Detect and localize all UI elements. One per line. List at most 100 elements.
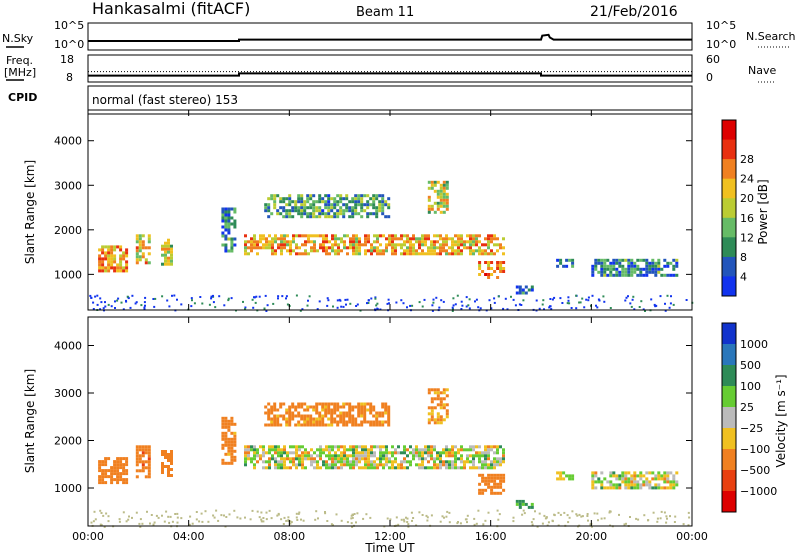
power-echo-cell: [227, 231, 231, 235]
vel-echo-cell: [639, 483, 643, 487]
vel-echo-cell: [672, 474, 676, 478]
power-colorbar-tick: 24: [740, 173, 754, 186]
power-echo-cell: [164, 262, 167, 266]
power-echo-cell: [322, 234, 325, 238]
vel-echo-cell: [387, 411, 391, 415]
power-echo-cell: [286, 243, 289, 247]
power-echo-cell: [451, 252, 454, 256]
vel-clutter-cell: [536, 525, 539, 528]
power-echo-cell: [651, 270, 655, 274]
vel-echo-cell: [403, 466, 406, 470]
vel-clutter-cell: [666, 517, 668, 520]
power-echo-cell: [122, 266, 126, 270]
vel-echo-cell: [233, 434, 237, 438]
vel-clutter-cell: [93, 510, 96, 513]
power-echo-cell: [387, 197, 391, 201]
vel-echo-cell: [135, 454, 139, 458]
date-title: 21/Feb/2016: [590, 4, 678, 20]
power-clutter-cell: [90, 296, 93, 299]
vel-echo-cell: [591, 486, 595, 490]
power-echo-cell: [288, 209, 292, 213]
power-echo-cell: [351, 212, 355, 216]
vel-echo-cell: [107, 457, 111, 461]
power-echo-cell: [645, 264, 649, 268]
vel-echo-cell: [262, 460, 265, 464]
vel-clutter-cell: [290, 521, 293, 524]
power-clutter-cell: [92, 308, 95, 310]
power-ytick-label: 3000: [54, 179, 82, 192]
power-echo-cell: [357, 197, 361, 201]
vel-colorbar-swatch: [722, 365, 736, 387]
vel-echo-cell: [268, 460, 271, 464]
vel-echo-cell: [357, 411, 361, 415]
vel-clutter-cell: [477, 509, 480, 512]
vel-echo-cell: [303, 423, 307, 427]
vel-echo-cell: [478, 460, 481, 464]
vel-echo-cell: [268, 457, 271, 461]
vel-echo-cell: [280, 466, 283, 470]
vel-clutter-cell: [174, 513, 177, 515]
vel-echo-cell: [430, 457, 433, 461]
power-echo-cell: [427, 210, 431, 214]
vel-clutter-cell: [195, 511, 198, 513]
velocity-echo-cells: [90, 388, 691, 528]
power-clutter-cell: [638, 306, 641, 308]
power-echo-cell: [409, 240, 412, 244]
vel-echo-cell: [418, 457, 421, 461]
power-echo-cell: [170, 259, 173, 263]
power-clutter-cell: [264, 294, 267, 297]
power-clutter-cell: [135, 301, 138, 304]
vel-echo-cell: [615, 474, 619, 478]
power-echo-cell: [472, 240, 475, 244]
vel-echo-cell: [267, 411, 271, 415]
power-echo-cell: [313, 246, 316, 250]
power-echo-cell: [304, 243, 307, 247]
vel-echo-cell: [277, 463, 280, 467]
vel-echo-cell: [367, 460, 370, 464]
vel-clutter-cell: [586, 513, 589, 515]
vel-echo-cell: [343, 463, 346, 467]
power-echo-cell: [366, 215, 370, 219]
vel-echo-cell: [381, 402, 385, 406]
vel-echo-cell: [436, 397, 440, 401]
power-echo-cell: [244, 243, 247, 247]
vel-colorbar-swatch: [722, 344, 736, 366]
power-echo-cell: [621, 258, 625, 262]
power-echo-cell: [288, 200, 292, 204]
station-title: Hankasalmi (fitACF): [92, 0, 250, 18]
power-echo-cell: [672, 267, 676, 271]
vel-echo-cell: [138, 448, 142, 452]
vel-echo-cell: [606, 480, 610, 484]
power-echo-cell: [337, 243, 340, 247]
vel-echo-cell: [424, 466, 427, 470]
vel-echo-cell: [340, 445, 343, 449]
power-echo-cell: [463, 246, 466, 250]
vel-echo-cell: [388, 451, 391, 455]
power-echo-cell: [304, 240, 307, 244]
vel-echo-cell: [135, 451, 139, 455]
vel-echo-cell: [227, 437, 231, 441]
vel-echo-cell: [433, 463, 436, 467]
vel-echo-cell: [292, 451, 295, 455]
vel-echo-cell: [490, 463, 493, 467]
vel-echo-cell: [336, 408, 340, 412]
power-echo-cell: [113, 245, 117, 249]
vel-echo-cell: [170, 450, 173, 453]
power-echo-cell: [624, 273, 628, 277]
power-clutter-cell: [254, 301, 257, 304]
power-clutter-cell: [685, 299, 688, 301]
vel-echo-cell: [406, 448, 409, 452]
power-echo-cell: [271, 252, 274, 256]
vel-echo-cell: [349, 445, 352, 449]
vel-echo-cell: [337, 448, 340, 452]
power-echo-cell: [612, 261, 616, 265]
vel-echo-cell: [233, 449, 237, 453]
power-echo-cell: [375, 206, 379, 210]
power-echo-cell: [642, 258, 646, 262]
power-echo-cell: [502, 237, 505, 241]
power-clutter-cell: [602, 295, 605, 298]
power-echo-cell: [381, 194, 385, 198]
power-echo-cell: [298, 234, 301, 238]
vel-echo-cell: [630, 474, 634, 478]
power-echo-cell: [355, 243, 358, 247]
